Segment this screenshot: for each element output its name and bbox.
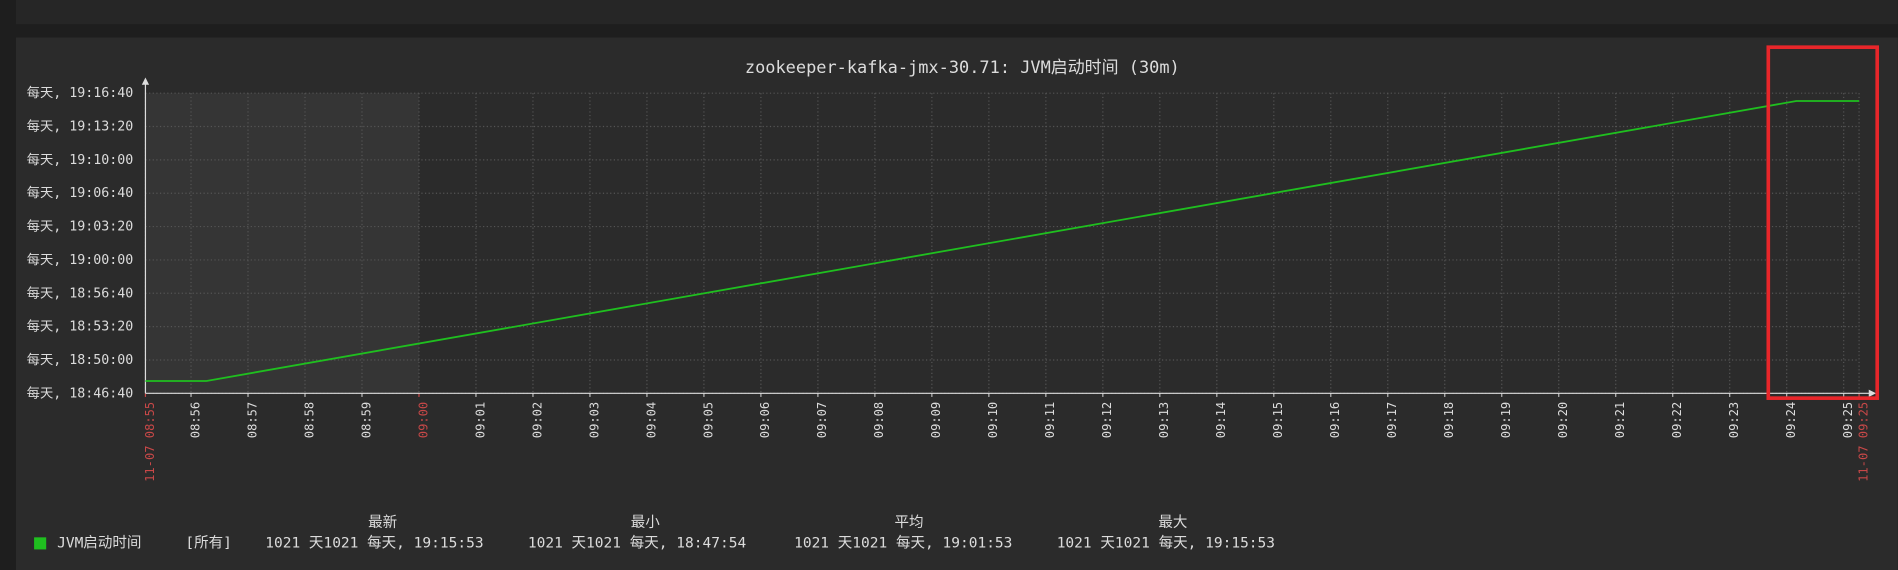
x-tick-label: 09:04 bbox=[644, 402, 658, 438]
x-tick-label: 09:03 bbox=[587, 402, 601, 438]
x-tick-label: 09:09 bbox=[929, 402, 943, 438]
y-tick-label: 每天, 19:06:40 bbox=[27, 185, 134, 201]
legend-header: 最小 bbox=[631, 514, 661, 531]
legend-stat: 1021 天1021 每天, 19:15:53 bbox=[1057, 534, 1275, 551]
x-tick-label: 09:02 bbox=[530, 402, 544, 438]
x-tick-label: 09:24 bbox=[1784, 402, 1798, 438]
x-tick-label: 08:59 bbox=[359, 402, 373, 438]
y-tick-label: 每天, 19:13:20 bbox=[27, 119, 134, 135]
x-tick-label: 08:58 bbox=[302, 402, 316, 438]
x-tick-label: 09:08 bbox=[872, 402, 886, 438]
top-bar bbox=[15, 0, 1898, 25]
x-tick-label: 09:01 bbox=[473, 402, 487, 438]
x-tick-label: 09:16 bbox=[1328, 402, 1342, 438]
legend-stat: 1021 天1021 每天, 19:15:53 bbox=[265, 534, 483, 551]
x-tick-label: 09:13 bbox=[1157, 402, 1171, 438]
y-tick-label: 每天, 19:03:20 bbox=[27, 219, 134, 235]
y-tick-label: 每天, 18:50:00 bbox=[27, 352, 134, 368]
series-line bbox=[145, 100, 1860, 382]
x-tick-label: 09:25 bbox=[1841, 402, 1855, 438]
y-tick-label: 每天, 19:10:00 bbox=[27, 152, 134, 168]
x-tick-label: 09:18 bbox=[1442, 402, 1456, 438]
x-tick-label: 09:10 bbox=[986, 402, 1000, 438]
x-tick-label: 09:12 bbox=[1100, 402, 1114, 438]
x-tick-label: 09:05 bbox=[701, 402, 715, 438]
x-tick-label: 08:57 bbox=[245, 402, 259, 438]
y-tick-label: 每天, 19:16:40 bbox=[27, 85, 134, 101]
legend-header: 平均 bbox=[895, 514, 924, 531]
legend-header: 最新 bbox=[368, 514, 397, 531]
highlight-box bbox=[1766, 45, 1880, 400]
chart-title: zookeeper-kafka-jmx-30.71: JVM启动时间 (30m) bbox=[745, 57, 1180, 77]
x-tick-label: 08:56 bbox=[188, 402, 202, 438]
x-tick-label: 09:11 bbox=[1043, 402, 1057, 438]
x-tick-label: 09:23 bbox=[1727, 402, 1741, 438]
x-major-tick-label: 11-07 08:55 bbox=[143, 402, 157, 482]
legend-swatch bbox=[34, 537, 47, 550]
x-tick-label: 09:06 bbox=[758, 402, 772, 438]
legend-header: 最大 bbox=[1158, 514, 1187, 531]
shaded-period bbox=[145, 93, 419, 394]
plot: 每天, 18:46:40 每天, 18:50:00 每天, 18:53:20 每天, … bbox=[27, 77, 1877, 551]
y-tick-label: 每天, 19:00:00 bbox=[27, 252, 134, 268]
x-tick-label: 09:14 bbox=[1214, 402, 1228, 438]
x-axis-arrow bbox=[1868, 389, 1877, 397]
x-tick-label: 09:15 bbox=[1271, 402, 1285, 438]
x-tick-label: 09:22 bbox=[1670, 402, 1684, 438]
legend-stat: 1021 天1021 每天, 19:01:53 bbox=[794, 534, 1012, 551]
x-major-tick-label: 09:00 bbox=[416, 402, 430, 438]
y-axis-arrow bbox=[141, 77, 150, 85]
y-tick-label: 每天, 18:53:20 bbox=[27, 319, 134, 335]
y-tick-label: 每天, 18:56:40 bbox=[27, 285, 134, 301]
x-tick-label: 09:21 bbox=[1613, 402, 1627, 438]
x-major-tick-label: 11-07 09:25 bbox=[1856, 402, 1870, 482]
legend-stat: 1021 天1021 每天, 18:47:54 bbox=[528, 534, 747, 551]
legend-label: JVM启动时间 bbox=[57, 534, 141, 551]
x-tick-label: 09:19 bbox=[1499, 402, 1513, 438]
x-tick-label: 09:07 bbox=[815, 402, 829, 438]
x-tick-label: 09:20 bbox=[1556, 402, 1570, 438]
y-tick-label: 每天, 18:46:40 bbox=[27, 385, 134, 401]
x-tick-label: 09:17 bbox=[1385, 402, 1399, 438]
legend-scope: [所有] bbox=[185, 534, 232, 551]
